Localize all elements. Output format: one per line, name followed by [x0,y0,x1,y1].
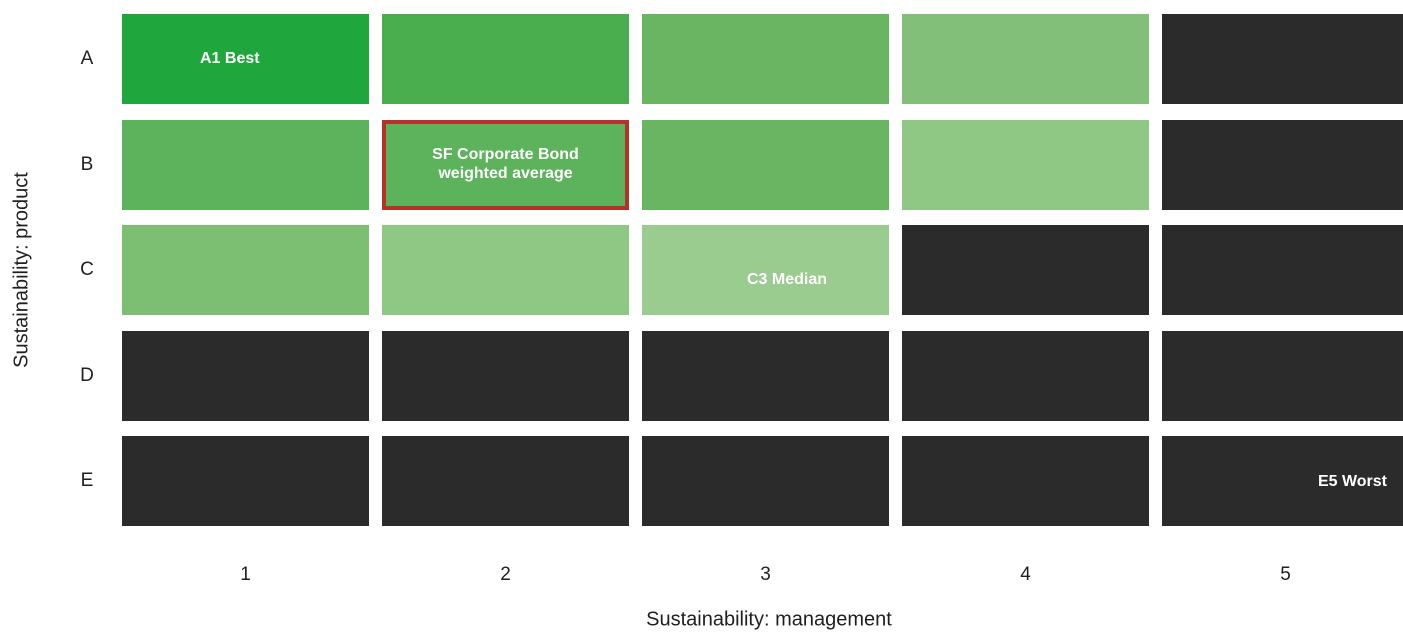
cell-label-b2: SF Corporate Bond weighted average [432,146,579,182]
row-label-c: C [80,259,94,280]
heatmap-cell-d1 [122,331,369,421]
heatmap-cell-a2 [382,14,629,104]
heatmap-cell-e2 [382,436,629,526]
heatmap-cell-d2 [382,331,629,421]
heatmap-cell-a5 [1162,14,1403,104]
column-label-4: 4 [1020,564,1031,585]
heatmap-cell-d4 [902,331,1149,421]
cell-label-e5: E5 Worst [1317,472,1387,490]
heatmap-cell-b1 [122,120,369,210]
heatmap-cell-e4 [902,436,1149,526]
heatmap-cell-d5 [1162,331,1403,421]
y-axis-title: Sustainability: product [10,172,33,368]
heatmap-cell-c1 [122,225,369,315]
heatmap-cell-e3 [642,436,889,526]
heatmap-cell-c3: C3 Median [642,225,889,315]
heatmap-cell-c4 [902,225,1149,315]
column-label-1: 1 [240,564,251,585]
heatmap-cell-a3 [642,14,889,104]
heatmap-cell-b3 [642,120,889,210]
row-label-e: E [80,470,94,491]
heatmap-cell-b4 [902,120,1149,210]
heatmap-cell-a4 [902,14,1149,104]
column-label-2: 2 [500,564,511,585]
heatmap-cell-c2 [382,225,629,315]
x-axis-title: Sustainability: management [646,608,892,631]
heatmap-cell-d3 [642,331,889,421]
heatmap-cell-c5 [1162,225,1403,315]
row-label-a: A [80,48,94,69]
heatmap-cell-b2: SF Corporate Bond weighted average [382,120,629,210]
cell-label-c3: C3 Median [746,271,827,288]
row-label-b: B [80,153,94,175]
cell-label-a1: A1 Best [200,49,260,67]
column-label-5: 5 [1280,564,1291,585]
heatmap-cell-a1: A1 Best [122,14,369,104]
column-label-3: 3 [760,564,771,585]
heatmap-cell-e5: E5 Worst [1162,436,1403,526]
row-label-d: D [80,364,94,386]
heatmap-cell-e1 [122,436,369,526]
heatmap-cell-b5 [1162,120,1403,210]
